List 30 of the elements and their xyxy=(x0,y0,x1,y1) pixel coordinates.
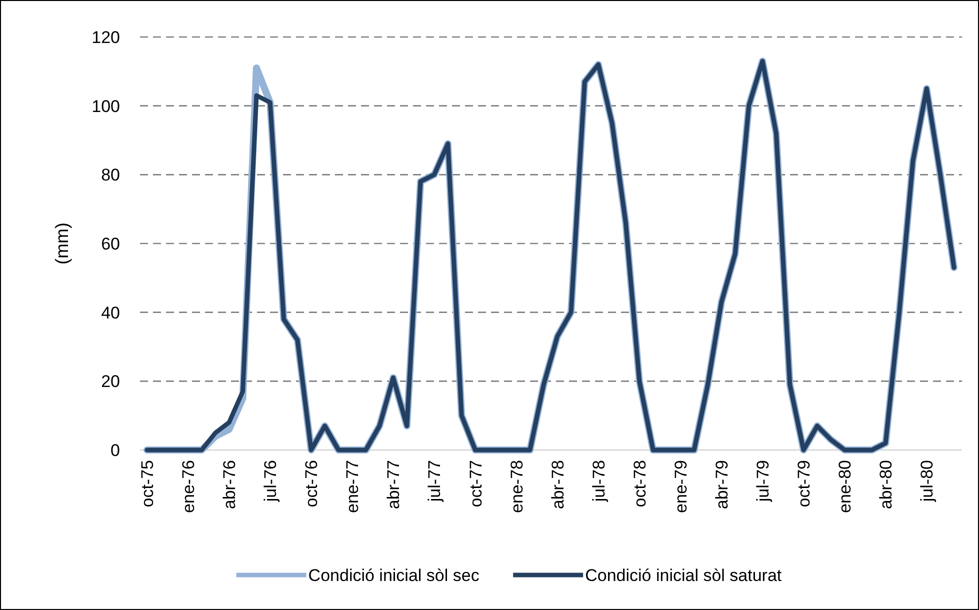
legend-label: Condició inicial sòl sec xyxy=(308,566,480,585)
x-tick-label: ene-79 xyxy=(671,460,690,513)
x-tick-label: oct-75 xyxy=(138,460,157,508)
x-tick-label: ene-76 xyxy=(179,460,198,513)
x-tick-label: abr-76 xyxy=(220,460,240,510)
x-tick-label: ene-80 xyxy=(836,460,855,513)
y-tick-label: 20 xyxy=(101,372,120,392)
x-tick-label: jul-78 xyxy=(589,460,608,503)
y-tick-label: 100 xyxy=(92,96,120,116)
y-tick-label: 60 xyxy=(101,234,120,254)
y-tick-label: 80 xyxy=(101,166,120,185)
x-tick-label: ene-77 xyxy=(343,460,362,513)
x-tick-label: jul-79 xyxy=(754,460,773,503)
x-tick-label: abr-80 xyxy=(876,460,896,510)
x-tick-label: oct-76 xyxy=(302,460,322,508)
x-tick-label: jul-80 xyxy=(918,460,937,503)
y-tick-label: 0 xyxy=(110,440,120,460)
x-tick-label: oct-77 xyxy=(466,460,486,508)
x-tick-label: oct-78 xyxy=(630,460,650,508)
x-tick-label: abr-79 xyxy=(712,460,732,510)
x-tick-label: ene-78 xyxy=(507,460,526,513)
x-tick-label: jul-77 xyxy=(425,460,444,503)
x-tick-label: abr-77 xyxy=(384,460,404,510)
x-tick-label: abr-78 xyxy=(548,460,568,510)
y-tick-label: 120 xyxy=(92,28,120,47)
y-tick-label: 40 xyxy=(101,303,120,322)
legend-label: Condició inicial sòl saturat xyxy=(585,566,782,585)
x-tick-label: jul-76 xyxy=(261,460,280,503)
x-tick-label: oct-79 xyxy=(794,460,814,508)
y-axis-title: (mm) xyxy=(52,222,72,264)
